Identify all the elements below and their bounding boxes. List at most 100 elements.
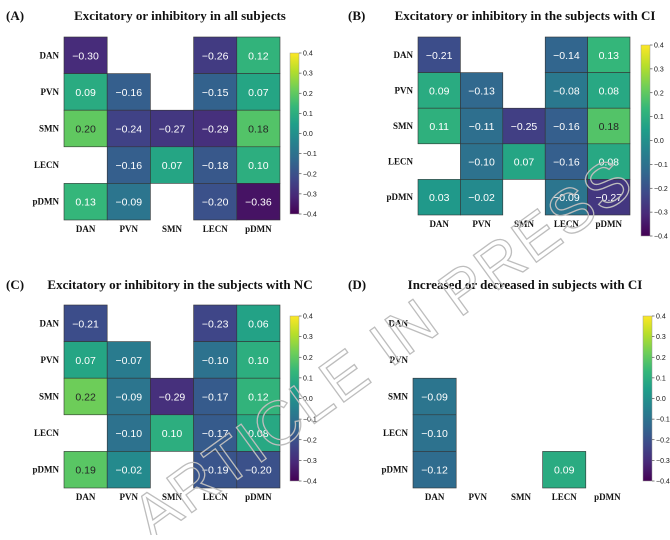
x-tick-label: pDMN bbox=[245, 492, 272, 502]
colorbar-tick-label: 0.1 bbox=[303, 375, 313, 382]
y-tick-label: pDMN bbox=[33, 197, 60, 207]
cell-value-label: 0.08 bbox=[599, 157, 620, 169]
heatmap-cell bbox=[587, 179, 631, 216]
heatmap-cell bbox=[63, 451, 108, 489]
panel-label: (D) bbox=[348, 277, 366, 292]
heatmap-cell bbox=[236, 183, 281, 221]
x-tick-label: DAN bbox=[429, 219, 449, 229]
heatmap-cell bbox=[587, 143, 631, 180]
colorbar-tick-label: −0.2 bbox=[303, 437, 317, 444]
cell-value-label: −0.27 bbox=[159, 124, 186, 136]
cell-value-label: −0.09 bbox=[116, 392, 143, 404]
y-tick-label: PVN bbox=[395, 85, 414, 95]
x-tick-label: PVN bbox=[469, 492, 488, 502]
cell-value-label: −0.20 bbox=[202, 197, 229, 209]
colorbar-tick-label: 0.4 bbox=[654, 43, 664, 50]
cell-value-label: 0.10 bbox=[248, 160, 269, 172]
y-tick-label: SMN bbox=[388, 392, 409, 402]
cell-value-label: 0.19 bbox=[75, 465, 96, 477]
cell-value-label: 0.08 bbox=[599, 85, 620, 97]
cell-value-label: −0.16 bbox=[116, 160, 143, 172]
cell-value-label: 0.10 bbox=[162, 428, 183, 440]
colorbar-tick-label: 0.2 bbox=[654, 90, 664, 97]
heatmap-cell bbox=[150, 109, 194, 148]
cell-value-label: 0.10 bbox=[248, 355, 269, 367]
y-tick-label: LECN bbox=[388, 157, 414, 167]
x-tick-label: SMN bbox=[162, 492, 183, 502]
panel-label: (C) bbox=[6, 277, 24, 292]
heatmap-cell bbox=[150, 414, 194, 452]
colorbar bbox=[289, 52, 300, 215]
cell-value-label: −0.12 bbox=[421, 465, 448, 477]
heatmap-cell bbox=[63, 341, 108, 379]
x-tick-label: pDMN bbox=[596, 219, 623, 229]
heatmap-cell bbox=[63, 36, 108, 74]
heatmap-cell bbox=[417, 36, 461, 73]
cell-value-label: 0.07 bbox=[248, 87, 269, 99]
heatmap-panel-0: (A) Excitatory or inhibitory in all subje… bbox=[6, 8, 317, 234]
colorbar-tick-label: 0.2 bbox=[656, 355, 666, 362]
cell-value-label: −0.10 bbox=[116, 428, 143, 440]
cell-value-label: 0.08 bbox=[248, 428, 269, 440]
cell-value-label: −0.27 bbox=[596, 192, 623, 204]
heatmap-cell bbox=[236, 414, 281, 452]
colorbar-tick-label: 0.3 bbox=[656, 334, 666, 341]
colorbar-tick-label: 0.4 bbox=[656, 314, 666, 321]
cell-value-label: 0.07 bbox=[162, 160, 183, 172]
heatmap-cell bbox=[544, 72, 588, 109]
heatmap-cell bbox=[63, 377, 108, 416]
cell-value-label: −0.19 bbox=[202, 465, 229, 477]
heatmap-cell bbox=[193, 73, 238, 111]
x-tick-label: SMN bbox=[511, 492, 532, 502]
cell-value-label: −0.16 bbox=[553, 121, 580, 133]
colorbar-tick-label: 0.2 bbox=[303, 91, 313, 98]
cell-value-label: −0.16 bbox=[553, 157, 580, 169]
x-tick-label: SMN bbox=[514, 219, 535, 229]
cell-value-label: 0.06 bbox=[248, 318, 269, 330]
panel-label: (A) bbox=[6, 8, 24, 23]
colorbar-tick-label: −0.2 bbox=[656, 437, 670, 444]
heatmap-cell bbox=[193, 36, 238, 74]
heatmap-cell bbox=[587, 72, 631, 109]
y-tick-label: PVN bbox=[41, 355, 60, 365]
x-tick-label: pDMN bbox=[594, 492, 621, 502]
y-tick-label: LECN bbox=[383, 428, 409, 438]
heatmap-cell bbox=[417, 72, 461, 109]
heatmap-cell bbox=[412, 377, 457, 416]
heatmap-panel-1: (B) Excitatory or inhibitory in the subje… bbox=[348, 8, 668, 241]
y-tick-label: DAN bbox=[389, 318, 409, 328]
y-tick-label: PVN bbox=[41, 87, 60, 97]
cell-value-label: 0.18 bbox=[599, 121, 620, 133]
y-tick-label: SMN bbox=[39, 392, 60, 402]
heatmap-cell bbox=[236, 146, 281, 184]
heatmap-cell bbox=[460, 107, 504, 145]
heatmap-cell bbox=[106, 341, 151, 379]
cell-value-label: −0.23 bbox=[202, 318, 229, 330]
colorbar-tick-label: 0.2 bbox=[303, 355, 313, 362]
x-tick-label: DAN bbox=[76, 224, 96, 234]
colorbar-tick-label: 0.1 bbox=[303, 111, 313, 118]
cell-value-label: −0.10 bbox=[468, 157, 495, 169]
heatmap-cell bbox=[460, 72, 504, 109]
colorbar-tick-label: 0.1 bbox=[654, 114, 664, 121]
cell-value-label: −0.24 bbox=[116, 124, 143, 136]
heatmap-cell bbox=[412, 414, 457, 452]
colorbar-tick-label: −0.3 bbox=[303, 458, 317, 465]
colorbar-tick-label: −0.4 bbox=[303, 212, 317, 219]
colorbar-tick-label: 0.0 bbox=[654, 138, 664, 145]
heatmap-cell bbox=[193, 414, 238, 452]
colorbar-tick-label: 0.3 bbox=[303, 334, 313, 341]
cell-value-label: −0.02 bbox=[468, 192, 495, 204]
heatmap-cell bbox=[193, 341, 238, 379]
y-tick-label: DAN bbox=[394, 50, 414, 60]
heatmap-cell bbox=[193, 451, 238, 489]
chart-title: Excitatory or inhibitory in the subjects… bbox=[395, 8, 656, 23]
y-tick-label: SMN bbox=[39, 124, 60, 134]
colorbar-tick-label: 0.0 bbox=[303, 131, 313, 138]
heatmap-cell bbox=[417, 179, 461, 216]
colorbar-tick-label: 0.3 bbox=[303, 71, 313, 78]
heatmap-cell bbox=[106, 377, 151, 416]
colorbar-tick-label: −0.1 bbox=[303, 151, 317, 158]
